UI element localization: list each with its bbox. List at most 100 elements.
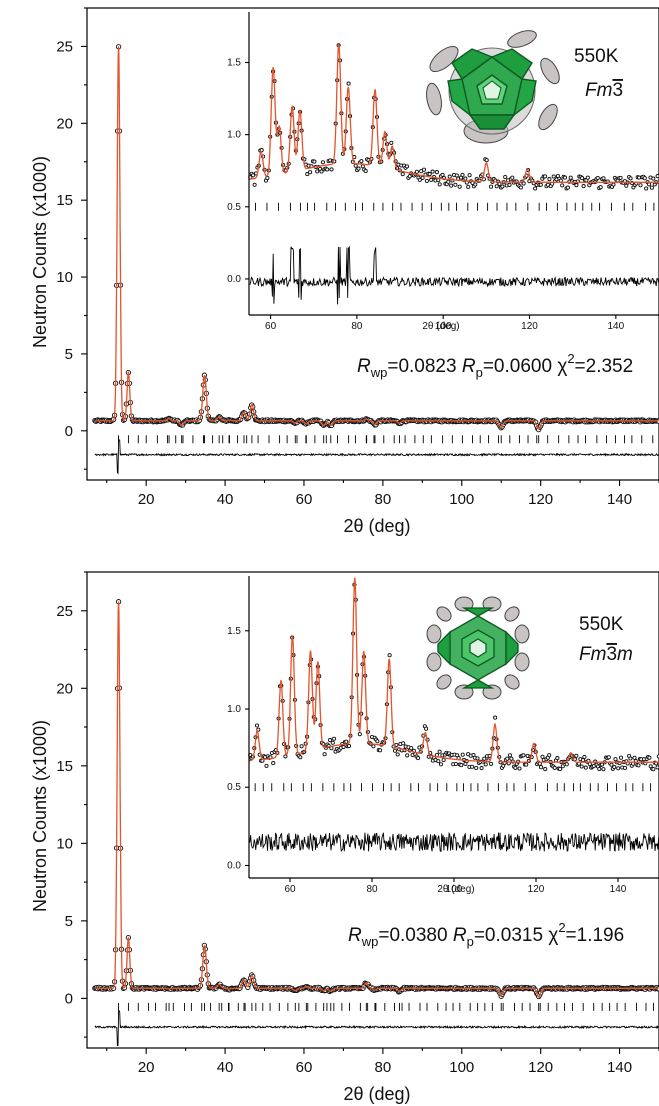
inset-observed-point <box>587 762 592 767</box>
inset-y-tick-label: 0.0 <box>227 860 241 871</box>
inset-observed-point <box>482 756 487 761</box>
inset-observed-point <box>474 765 479 771</box>
inset-observed-point <box>555 756 560 761</box>
inset-observed-point <box>344 739 349 744</box>
inset-observed-point <box>312 159 317 164</box>
bottom-inset-x-axis-label: 2θ (deg) <box>437 884 474 895</box>
bottom-series-layer <box>92 599 659 1047</box>
inset-observed-point <box>254 723 260 728</box>
bottom-inset-series-layer <box>248 577 659 852</box>
inset-observed-point <box>421 167 427 172</box>
inset-observed-point <box>378 748 383 753</box>
inset-observed-point <box>642 176 647 181</box>
inset-observed-point <box>305 172 310 177</box>
bottom-space-group-m: m <box>617 644 633 665</box>
bottom-molecule-icon <box>426 596 530 700</box>
inset-observed-point <box>647 755 652 760</box>
inset-observed-point <box>622 765 628 771</box>
inset-observed-point <box>489 761 494 766</box>
inset-observed-point <box>429 177 434 182</box>
inset-observed-point <box>251 173 256 178</box>
inset-y-tick-label: 0.5 <box>227 202 241 213</box>
y-tick-label: 10 <box>56 269 73 286</box>
inset-observed-point <box>488 184 494 189</box>
inset-observed-point <box>438 762 444 767</box>
inset-observed-point <box>651 767 656 772</box>
inset-observed-point <box>574 183 579 188</box>
bottom-rp-value: =0.0315 <box>474 925 549 946</box>
inset-observed-point <box>651 176 656 181</box>
inset-observed-point <box>446 179 451 184</box>
inset-observed-point <box>618 755 624 760</box>
difference-curve <box>94 438 659 475</box>
inset-observed-point <box>510 175 515 180</box>
inset-x-tick-label: 60 <box>265 321 277 332</box>
inset-observed-point <box>655 174 659 179</box>
inset-observed-point <box>363 168 368 174</box>
top-y-axis-label: Neutron Counts (x1000) <box>30 156 50 348</box>
inset-observed-point <box>618 175 623 180</box>
inset-observed-point <box>436 759 441 764</box>
inset-observed-point <box>427 172 432 177</box>
inset-observed-point <box>299 744 304 749</box>
inset-calculated-fit-line <box>249 577 659 763</box>
inset-observed-point <box>601 767 606 772</box>
inset-observed-point <box>581 184 586 189</box>
bottom-space-group-bar3: 3 <box>606 644 617 665</box>
inset-observed-point <box>632 755 637 760</box>
inset-observed-point <box>401 741 406 746</box>
inset-observed-point <box>332 736 337 741</box>
bottom-y-axis-label: Neutron Counts (x1000) <box>30 720 50 912</box>
inset-observed-point <box>547 177 552 182</box>
y-tick-label: 15 <box>56 192 73 209</box>
inset-observed-point <box>271 761 276 766</box>
inset-x-tick-label: 100 <box>446 884 463 895</box>
inset-observed-point <box>611 182 616 187</box>
bottom-plot-frame <box>86 571 659 1049</box>
difference-curve <box>94 1010 659 1047</box>
inset-observed-point <box>606 755 611 760</box>
inset-observed-point <box>389 140 394 145</box>
inset-observed-point <box>552 765 557 770</box>
bottom-axis-layer: 20 40 60 80 100 120 140 0 5 10 15 20 25 <box>56 571 659 1076</box>
x-tick-label: 120 <box>528 491 553 508</box>
inset-observed-point <box>564 762 569 767</box>
inset-observed-point <box>580 176 585 181</box>
inset-x-tick-label: 60 <box>284 884 296 895</box>
inset-observed-point <box>647 182 652 187</box>
inset-observed-point <box>259 148 264 153</box>
inset-observed-point <box>395 752 400 757</box>
inset-observed-point <box>415 756 421 761</box>
inset-observed-point <box>264 763 269 768</box>
inset-observed-point <box>494 184 499 189</box>
inset-observed-point <box>417 177 422 182</box>
inset-observed-point <box>322 752 327 757</box>
y-tick-label: 0 <box>65 423 73 440</box>
inset-observed-point <box>616 766 621 771</box>
inset-observed-point <box>346 743 352 749</box>
bottom-rp-subscript: p <box>467 934 474 949</box>
x-tick-label: 40 <box>217 491 234 508</box>
inset-observed-point <box>628 176 633 181</box>
inset-observed-point <box>521 753 526 758</box>
calculated-fit-line <box>94 46 659 430</box>
bottom-chi-value: =1.196 <box>566 925 625 946</box>
inset-observed-point <box>356 166 361 171</box>
inset-observed-point <box>359 159 364 164</box>
inset-observed-point <box>543 767 548 772</box>
x-tick-label: 140 <box>607 1059 632 1076</box>
x-tick-label: 60 <box>296 491 313 508</box>
inset-observed-point <box>543 174 548 179</box>
x-tick-label: 20 <box>138 1059 155 1076</box>
inset-observed-point <box>470 764 475 769</box>
inset-observed-point <box>441 757 446 763</box>
inset-y-tick-label: 0.5 <box>227 782 241 793</box>
x-tick-label: 80 <box>375 1059 392 1076</box>
top-space-group-letters: Fm <box>585 80 612 101</box>
inset-observed-point <box>505 756 510 761</box>
top-chi-superscript: 2 <box>567 351 574 366</box>
inset-difference-curve <box>249 245 659 305</box>
inset-observed-point <box>503 174 508 180</box>
